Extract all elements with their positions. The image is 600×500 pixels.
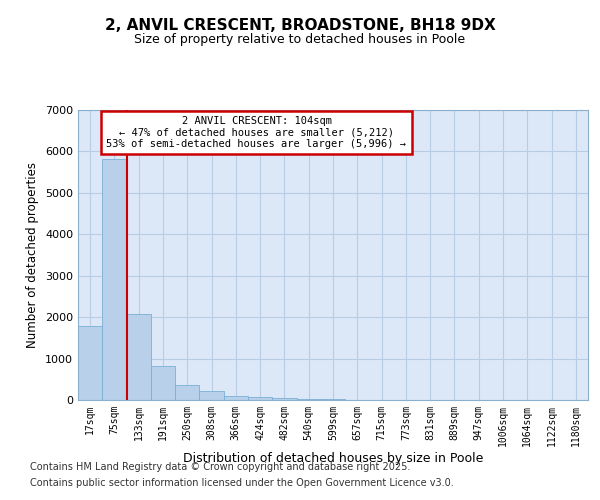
Bar bbox=[102, 159, 127, 400]
Text: Contains HM Land Registry data © Crown copyright and database right 2025.: Contains HM Land Registry data © Crown c… bbox=[30, 462, 410, 472]
Text: Size of property relative to detached houses in Poole: Size of property relative to detached ho… bbox=[134, 32, 466, 46]
Text: 2, ANVIL CRESCENT, BROADSTONE, BH18 9DX: 2, ANVIL CRESCENT, BROADSTONE, BH18 9DX bbox=[104, 18, 496, 32]
Y-axis label: Number of detached properties: Number of detached properties bbox=[26, 162, 40, 348]
Bar bbox=[78, 326, 102, 400]
Bar bbox=[224, 396, 248, 400]
Bar bbox=[175, 385, 199, 400]
Bar bbox=[199, 391, 224, 400]
X-axis label: Distribution of detached houses by size in Poole: Distribution of detached houses by size … bbox=[183, 452, 483, 464]
Text: Contains public sector information licensed under the Open Government Licence v3: Contains public sector information licen… bbox=[30, 478, 454, 488]
Bar bbox=[296, 399, 321, 400]
Bar bbox=[272, 398, 296, 400]
Bar bbox=[127, 314, 151, 400]
Text: 2 ANVIL CRESCENT: 104sqm
← 47% of detached houses are smaller (5,212)
53% of sem: 2 ANVIL CRESCENT: 104sqm ← 47% of detach… bbox=[107, 116, 407, 149]
Bar bbox=[248, 396, 272, 400]
Bar bbox=[151, 366, 175, 400]
